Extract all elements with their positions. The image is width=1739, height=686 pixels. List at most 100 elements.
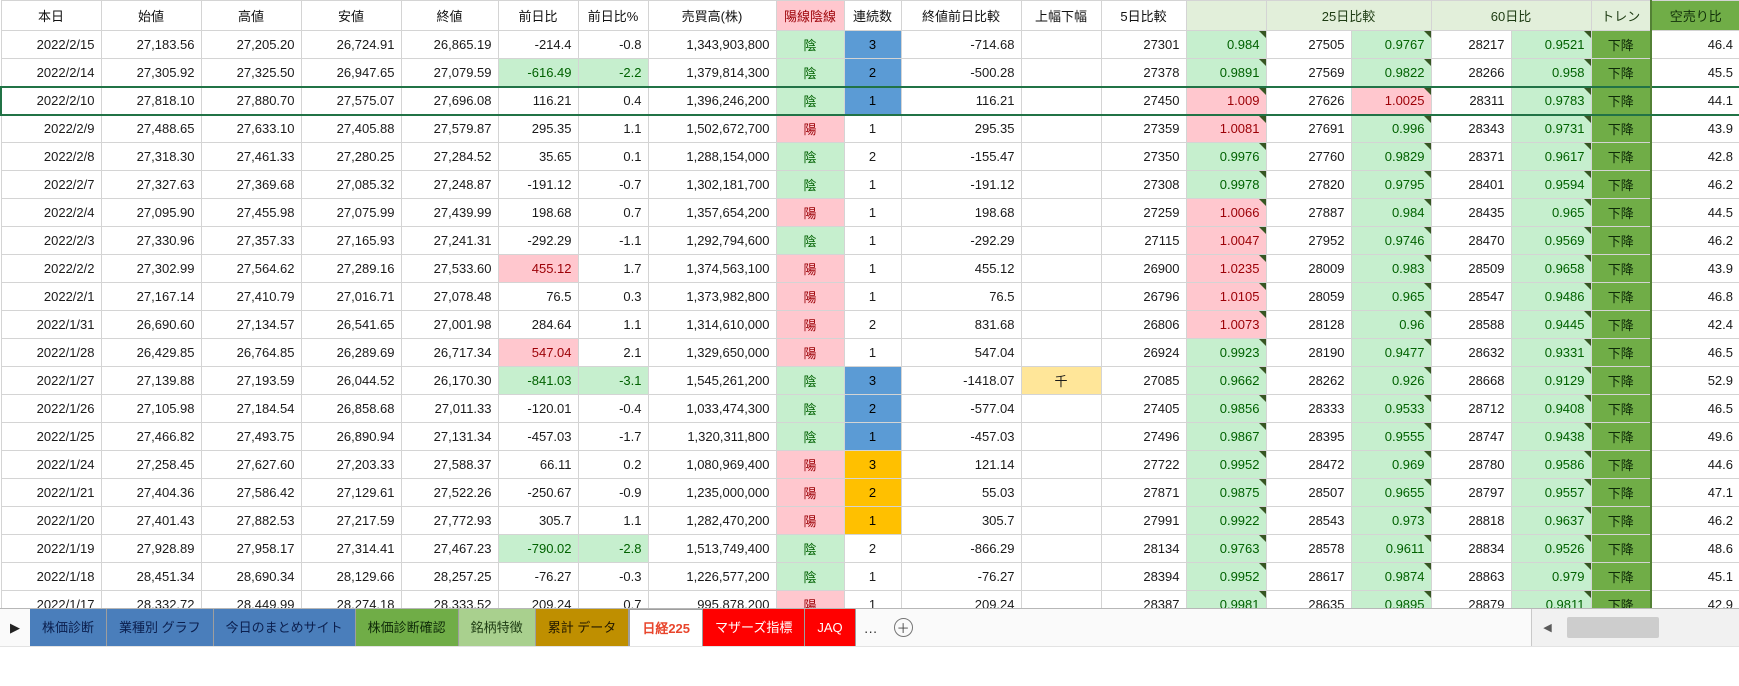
cell-streak[interactable]: 1 <box>843 85 902 116</box>
cell-candle[interactable]: 陰 <box>775 170 845 199</box>
cell-close-diff[interactable]: 116.21 <box>900 85 1022 116</box>
cell-close[interactable]: 27,078.48 <box>400 282 499 311</box>
cell-close[interactable]: 27,522.26 <box>400 478 499 507</box>
cell-streak[interactable]: 1 <box>843 562 902 591</box>
cell-high[interactable]: 27,410.79 <box>200 282 302 311</box>
cell-chg[interactable]: -214.4 <box>497 30 579 59</box>
cell-close[interactable]: 27,241.31 <box>400 226 499 255</box>
cell-range[interactable] <box>1020 114 1102 143</box>
cell-d5[interactable]: 27871 <box>1100 478 1187 507</box>
cell-r60[interactable]: 0.9486 <box>1510 282 1592 311</box>
cell-chg[interactable]: -76.27 <box>497 562 579 591</box>
cell-d60[interactable]: 28747 <box>1430 422 1512 451</box>
cell-d60[interactable]: 28311 <box>1430 85 1512 116</box>
cell-d5[interactable]: 27301 <box>1100 30 1187 59</box>
cell-streak[interactable]: 1 <box>843 282 902 311</box>
cell-open[interactable]: 28,332.72 <box>100 590 202 608</box>
cell-d60[interactable]: 28266 <box>1430 58 1512 87</box>
cell-pct[interactable]: -0.7 <box>577 170 649 199</box>
cell-candle[interactable]: 陽 <box>775 310 845 339</box>
sheet-tab-1[interactable]: 業種別 グラフ <box>107 609 214 646</box>
cell-vol[interactable]: 1,235,000,000 <box>647 478 777 507</box>
cell-d25[interactable]: 28009 <box>1265 254 1352 283</box>
cell-close[interactable]: 27,131.34 <box>400 422 499 451</box>
cell-streak[interactable]: 2 <box>843 310 902 339</box>
cell-d5[interactable]: 27359 <box>1100 114 1187 143</box>
cell-date[interactable]: 2022/1/28 <box>0 338 102 367</box>
cell-candle[interactable]: 陰 <box>775 534 845 563</box>
cell-streak[interactable]: 3 <box>843 30 902 59</box>
cell-r25[interactable]: 0.969 <box>1350 450 1432 479</box>
cell-r5[interactable]: 0.9952 <box>1185 562 1267 591</box>
cell-range[interactable] <box>1020 142 1102 171</box>
cell-date[interactable]: 2022/2/7 <box>0 170 102 199</box>
cell-high[interactable]: 28,449.99 <box>200 590 302 608</box>
cell-chg[interactable]: 455.12 <box>497 254 579 283</box>
cell-open[interactable]: 27,318.30 <box>100 142 202 171</box>
cell-pct[interactable]: -1.1 <box>577 226 649 255</box>
cell-close-diff[interactable]: 305.7 <box>900 506 1022 535</box>
col-header-change-pct[interactable]: 前日比% <box>577 0 649 31</box>
cell-open[interactable]: 27,401.43 <box>100 506 202 535</box>
cell-low[interactable]: 27,075.99 <box>300 198 402 227</box>
cell-d25[interactable]: 27626 <box>1265 85 1352 116</box>
cell-range[interactable] <box>1020 590 1102 608</box>
cell-range[interactable]: 千 <box>1020 366 1102 395</box>
cell-chg[interactable]: 284.64 <box>497 310 579 339</box>
cell-range[interactable] <box>1020 282 1102 311</box>
cell-chg[interactable]: -790.02 <box>497 534 579 563</box>
cell-trend[interactable]: 下降 <box>1590 422 1652 451</box>
cell-short-ratio[interactable]: 46.2 <box>1650 170 1739 199</box>
more-sheets-button[interactable]: … <box>863 619 878 636</box>
cell-d25[interactable]: 27952 <box>1265 226 1352 255</box>
cell-candle[interactable]: 陽 <box>775 506 845 535</box>
cell-date[interactable]: 2022/2/9 <box>0 114 102 143</box>
cell-high[interactable]: 27,880.70 <box>200 85 302 116</box>
cell-candle[interactable]: 陰 <box>775 394 845 423</box>
cell-low[interactable]: 27,165.93 <box>300 226 402 255</box>
cell-r5[interactable]: 0.9875 <box>1185 478 1267 507</box>
cell-chg[interactable]: 35.65 <box>497 142 579 171</box>
cell-high[interactable]: 28,690.34 <box>200 562 302 591</box>
cell-date[interactable]: 2022/1/19 <box>0 534 102 563</box>
cell-candle[interactable]: 陽 <box>775 450 845 479</box>
cell-date[interactable]: 2022/1/31 <box>0 310 102 339</box>
cell-d60[interactable]: 28780 <box>1430 450 1512 479</box>
cell-d5[interactable]: 28134 <box>1100 534 1187 563</box>
cell-range[interactable] <box>1020 85 1102 116</box>
cell-chg[interactable]: 76.5 <box>497 282 579 311</box>
col-header-5day[interactable]: 5日比較 <box>1100 0 1187 31</box>
sheet-tab-0[interactable]: 株価診断 <box>30 609 108 646</box>
cell-candle[interactable]: 陰 <box>775 58 845 87</box>
cell-d60[interactable]: 28470 <box>1430 226 1512 255</box>
cell-candle[interactable]: 陽 <box>775 282 845 311</box>
cell-r60[interactable]: 0.9658 <box>1510 254 1592 283</box>
col-header-close[interactable]: 終値 <box>400 0 499 31</box>
cell-short-ratio[interactable]: 43.9 <box>1650 114 1739 143</box>
cell-high[interactable]: 27,633.10 <box>200 114 302 143</box>
cell-date[interactable]: 2022/1/20 <box>0 506 102 535</box>
col-header-60day[interactable]: 60日比 <box>1430 0 1592 31</box>
cell-high[interactable]: 27,134.57 <box>200 310 302 339</box>
cell-date[interactable]: 2022/2/15 <box>0 30 102 59</box>
col-header-trend[interactable]: トレン <box>1590 0 1652 31</box>
cell-high[interactable]: 27,882.53 <box>200 506 302 535</box>
cell-high[interactable]: 27,493.75 <box>200 422 302 451</box>
cell-d25[interactable]: 28059 <box>1265 282 1352 311</box>
cell-date[interactable]: 2022/2/10 <box>0 85 102 116</box>
cell-low[interactable]: 27,280.25 <box>300 142 402 171</box>
cell-high[interactable]: 27,184.54 <box>200 394 302 423</box>
cell-date[interactable]: 2022/2/8 <box>0 142 102 171</box>
cell-r5[interactable]: 0.9981 <box>1185 590 1267 608</box>
cell-open[interactable]: 27,258.45 <box>100 450 202 479</box>
cell-chg[interactable]: 66.11 <box>497 450 579 479</box>
cell-vol[interactable]: 1,545,261,200 <box>647 366 777 395</box>
cell-r5[interactable]: 1.0047 <box>1185 226 1267 255</box>
cell-r25[interactable]: 0.9822 <box>1350 58 1432 87</box>
cell-d25[interactable]: 28395 <box>1265 422 1352 451</box>
cell-close-diff[interactable]: 76.5 <box>900 282 1022 311</box>
cell-open[interactable]: 27,183.56 <box>100 30 202 59</box>
cell-pct[interactable]: 0.3 <box>577 282 649 311</box>
cell-r25[interactable]: 0.9477 <box>1350 338 1432 367</box>
cell-pct[interactable]: 0.1 <box>577 142 649 171</box>
